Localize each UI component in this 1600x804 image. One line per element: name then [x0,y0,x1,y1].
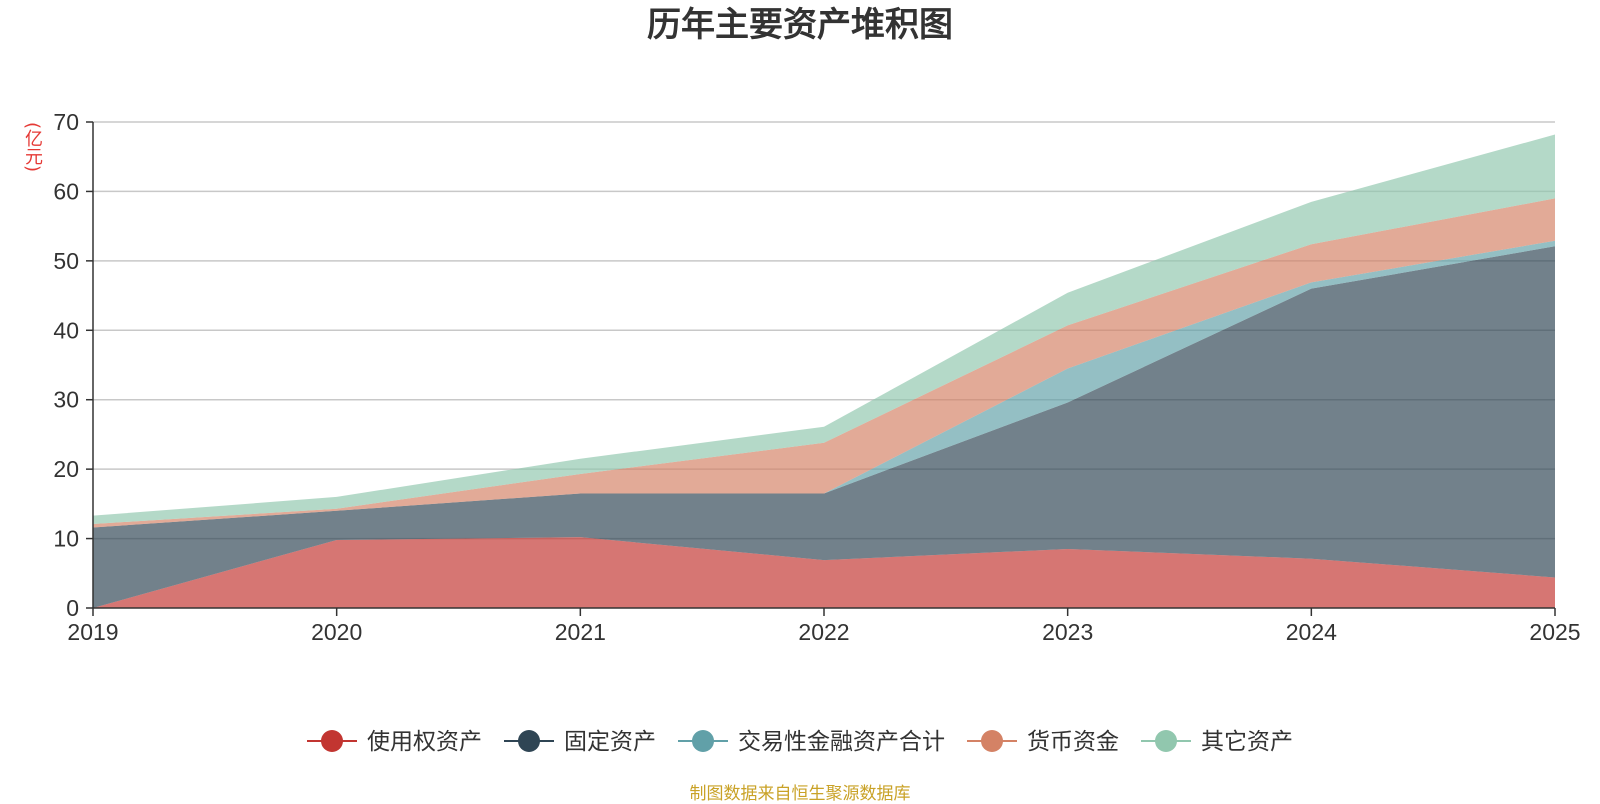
legend-marker-4 [1155,730,1177,752]
legend-marker-3 [981,730,1003,752]
y-tick-label-5: 50 [53,248,79,274]
y-tick-label-6: 60 [53,178,79,204]
legend-label-1: 固定资产 [564,729,656,755]
y-tick-label-3: 30 [53,387,79,413]
y-axis-unit-label: (亿元) [22,122,43,173]
y-tick-label-2: 20 [53,456,79,482]
legend-item-3[interactable]: 货币资金 [967,729,1119,755]
y-tick-label-0: 0 [66,595,79,621]
area-series-group [93,134,1555,608]
area-series-3 [93,198,1555,528]
legend-item-0[interactable]: 使用权资产 [307,729,482,755]
x-tick-label-3: 2022 [798,619,849,645]
legend-item-2[interactable]: 交易性金融资产合计 [678,729,945,755]
legend-marker-2 [692,730,714,752]
area-series-0 [93,537,1555,608]
legend-marker-1 [518,730,540,752]
x-tick-label-4: 2023 [1042,619,1093,645]
legend-item-1[interactable]: 固定资产 [504,729,656,755]
chart-title: 历年主要资产堆积图 [647,5,953,45]
y-tick-label-7: 70 [53,109,79,135]
legend-marker-0 [321,730,343,752]
y-tick-label-1: 10 [53,526,79,552]
area-series-1 [93,246,1555,608]
legend-label-4: 其它资产 [1201,729,1293,755]
x-tick-label-2: 2021 [555,619,606,645]
legend-label-2: 交易性金融资产合计 [738,729,945,755]
x-tick-label-0: 2019 [67,619,118,645]
data-source-note: 制图数据来自恒生聚源数据库 [689,784,911,804]
x-tick-label-1: 2020 [311,619,362,645]
legend-label-3: 货币资金 [1027,729,1119,755]
legend[interactable]: 使用权资产 固定资产 交易性金融资产合计 货币资金 其它资产 [307,729,1293,755]
legend-item-4[interactable]: 其它资产 [1141,729,1293,755]
y-tick-label-4: 40 [53,317,79,343]
axes: 0 10 20 30 40 50 60 70 2019 2020 2021 2022 2023 2024 2… [53,109,1580,645]
x-tick-label-5: 2024 [1286,619,1337,645]
legend-label-0: 使用权资产 [367,729,482,755]
x-tick-label-6: 2025 [1529,619,1580,645]
area-series-2 [93,240,1555,528]
